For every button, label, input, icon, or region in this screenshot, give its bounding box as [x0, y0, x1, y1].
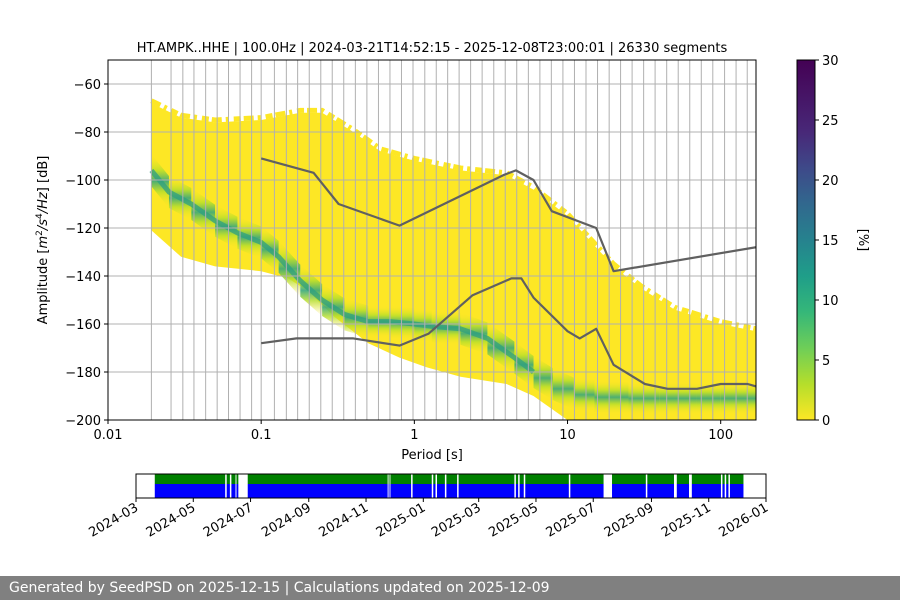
- colorbar-tick-label: 20: [822, 174, 839, 189]
- coverage-gap: [435, 474, 438, 498]
- colorbar-label: [%]: [855, 229, 870, 252]
- colorbar-tick-label: 0: [822, 414, 830, 429]
- coverage-gap: [411, 474, 413, 498]
- coverage-bottom: [388, 484, 390, 498]
- coverage-gap: [728, 474, 730, 498]
- x-tick-label: 10: [559, 428, 576, 443]
- coverage-gap: [431, 474, 434, 498]
- timeline-ticks: 2024-03 2024-05 2024-07 2024-09 2024-11 2025-…: [86, 498, 771, 541]
- plot-area: [108, 60, 756, 420]
- timeline-tick-label: 2026-01: [716, 500, 771, 540]
- coverage-gap: [645, 474, 648, 498]
- coverage-top: [154, 474, 236, 484]
- coverage-top: [236, 474, 239, 484]
- psd-mode-band-segment: [696, 382, 721, 415]
- psd-upper-fringe: [150, 98, 756, 332]
- coverage-gap: [229, 474, 232, 498]
- y-axis-label: Amplitude [m2/s4/Hz] [dB]: [35, 156, 51, 325]
- psd-mode-band-segment: [533, 356, 553, 400]
- footer-text: Generated by SeedPSD on 2025-12-15 | Cal…: [9, 580, 550, 596]
- psd-mode-band-segment: [573, 377, 595, 412]
- timeline-tick-label: 2024-03: [86, 500, 141, 540]
- footer-bar: Generated by SeedPSD on 2025-12-15 | Cal…: [0, 576, 900, 600]
- timeline-tick-label: 2025-09: [602, 500, 657, 540]
- coverage-gap: [225, 474, 227, 498]
- coverage-top: [691, 474, 744, 484]
- x-tick-label: 100: [708, 428, 733, 443]
- coverage-bottom: [676, 484, 690, 498]
- coverage-top: [388, 474, 390, 484]
- plot-frame: [107, 59, 757, 421]
- coverage-gap: [720, 474, 723, 498]
- x-tick-label: 0.1: [251, 428, 272, 443]
- coverage-gap: [518, 474, 520, 498]
- timeline-tick-label: 2025-05: [486, 500, 541, 540]
- coverage-top: [676, 474, 690, 484]
- horizontal-gridlines: [108, 83, 756, 420]
- noise-model-line: [260, 157, 756, 273]
- timeline-tick-label: 2024-07: [201, 500, 256, 540]
- coverage-gap: [514, 474, 516, 498]
- colorbar-tick-label: 5: [822, 354, 830, 369]
- x-tick-label: 0.01: [94, 428, 123, 443]
- y-tick-label: −140: [65, 270, 101, 285]
- x-axis-ticks: 0.01 0.1 1 10 100: [94, 420, 733, 443]
- noise-model-lines: [260, 157, 756, 390]
- coverage-gap: [444, 474, 447, 498]
- timeline-tick-label: 2024-11: [316, 500, 371, 540]
- coverage-top: [390, 474, 604, 484]
- coverage-top: [612, 474, 674, 484]
- coverage-gap: [457, 474, 459, 498]
- coverage-bottom: [691, 484, 744, 498]
- y-tick-label: −180: [65, 366, 101, 381]
- colorbar-tick-label: 15: [822, 234, 839, 249]
- x-tick-label: 1: [410, 428, 418, 443]
- colorbar-tick-label: 25: [822, 114, 839, 129]
- coverage-bottom: [236, 484, 239, 498]
- noise-model-line: [261, 277, 756, 390]
- x-axis-label: Period [s]: [401, 448, 463, 463]
- y-tick-label: −160: [65, 318, 101, 333]
- psd-mode-core: [149, 168, 536, 374]
- timeline-tick-label: 2024-09: [259, 500, 314, 540]
- chart-title: HT.AMPK..HHE | 100.0Hz | 2024-03-21T14:5…: [137, 41, 728, 56]
- coverage-gap: [724, 474, 727, 498]
- psd-density-area: [151, 103, 756, 420]
- colorbar-tick-label: 30: [822, 54, 839, 69]
- colorbar: [796, 59, 816, 421]
- psd-mode-band-segment: [720, 382, 756, 415]
- timeline-tick-label: 2025-11: [659, 500, 714, 540]
- coverage-top: [247, 474, 388, 484]
- timeline-tick-label: 2025-01: [374, 500, 429, 540]
- vertical-gridlines: [150, 60, 748, 420]
- timeline-frame: [135, 473, 767, 499]
- y-axis-ticks: −60 −80 −100 −120 −140 −160 −180 −200: [65, 78, 108, 429]
- colorbar-ticks: 0 5 10 15 20 25 30: [815, 54, 839, 429]
- data-availability-timeline: [154, 474, 744, 498]
- coverage-gap: [568, 474, 571, 498]
- timeline-tick-label: 2025-07: [544, 500, 599, 540]
- y-tick-label: −120: [65, 222, 101, 237]
- y-tick-label: −80: [74, 126, 101, 141]
- coverage-gap: [523, 474, 526, 498]
- psd-mode-band-segment: [594, 380, 629, 415]
- coverage-bottom: [154, 484, 236, 498]
- y-tick-label: −100: [65, 174, 101, 189]
- timeline-tick-label: 2024-05: [144, 500, 199, 540]
- coverage-bottom: [612, 484, 674, 498]
- colorbar-tick-label: 10: [822, 294, 839, 309]
- timeline-tick-label: 2025-03: [429, 500, 484, 540]
- coverage-bottom: [390, 484, 604, 498]
- coverage-bottom: [247, 484, 388, 498]
- y-tick-label: −200: [65, 414, 101, 429]
- y-tick-label: −60: [74, 78, 101, 93]
